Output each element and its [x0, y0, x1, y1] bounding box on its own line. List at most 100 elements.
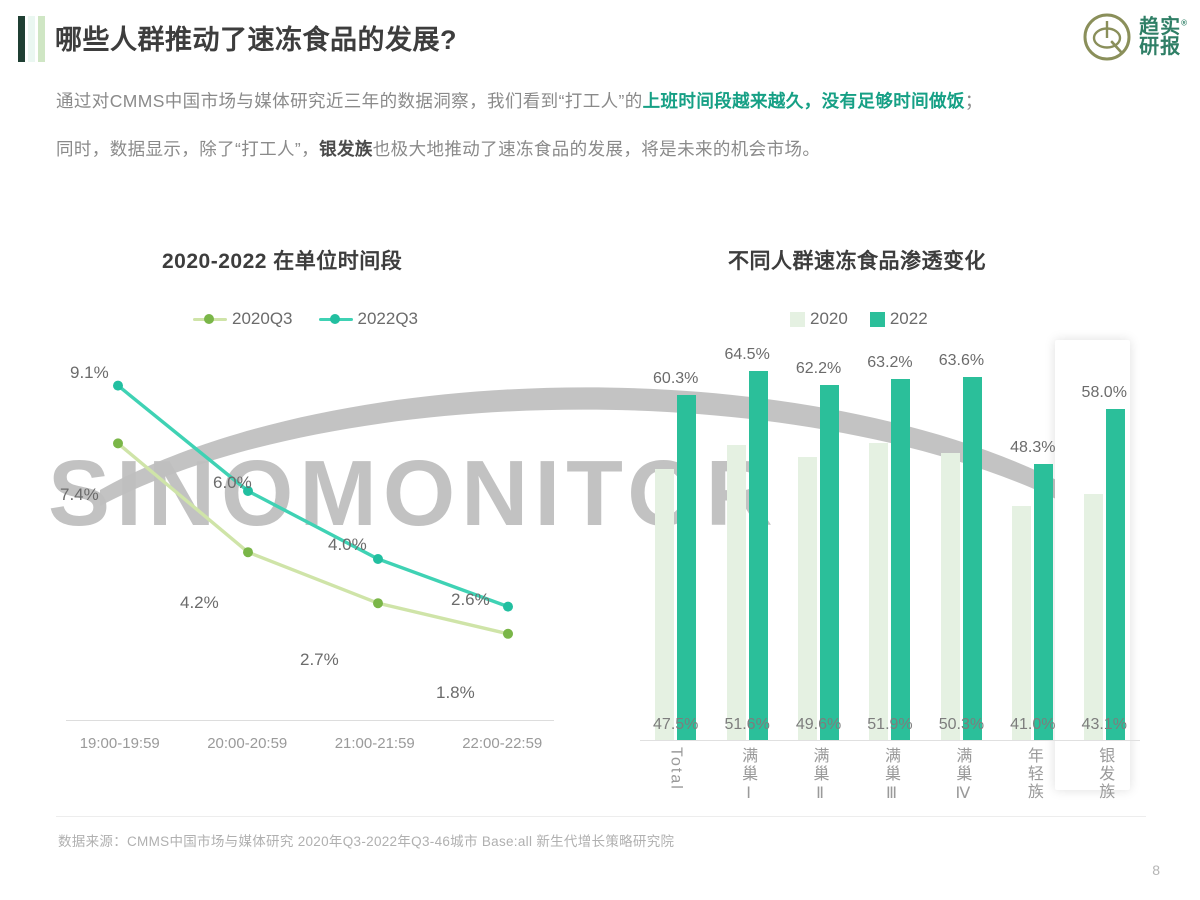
- legend-left: 2020Q3 2022Q3: [193, 309, 418, 329]
- datalabel-2022-4: 63.6%: [938, 351, 985, 369]
- bar-2020-3[interactable]: [869, 443, 889, 740]
- legend-item-2020[interactable]: 2020: [790, 309, 848, 329]
- datalabel-2022-5: 48.3%: [1010, 439, 1056, 456]
- chart-title-left: 2020-2022 在单位时间段: [162, 250, 403, 273]
- bar-group-4: 63.6% 50.3%: [926, 340, 997, 740]
- datapoint-2020Q3-1[interactable]: [243, 547, 253, 558]
- datapoint-2022Q3-2[interactable]: [373, 554, 383, 564]
- datalabel-2022-3: 63.2%: [867, 353, 913, 371]
- datalabel-2020-0: 47.5%: [653, 716, 699, 733]
- legend-swatch-2020: [790, 311, 805, 327]
- bar-group-6: 58.0% 43.1%: [1069, 340, 1140, 740]
- bar-2022-3[interactable]: [891, 378, 911, 740]
- legend-item-2022[interactable]: 2022: [869, 309, 928, 329]
- bar-group-2: 62.2% 49.6%: [783, 340, 854, 740]
- bar-2022-2[interactable]: [820, 384, 840, 740]
- x-label-category-6: 银发族: [1096, 747, 1114, 801]
- x-label-category-5: 年轻族: [1024, 747, 1042, 801]
- datalabel-2020-4: 50.3%: [938, 716, 985, 733]
- bar-2022-5[interactable]: [1034, 464, 1054, 740]
- datalabel-2020q3-2: 2.7%: [300, 650, 339, 669]
- datalabel-2022q3-1: 6.0%: [213, 473, 252, 492]
- bar-group-0: 60.3% 47.5%: [640, 340, 711, 740]
- logo-text-top: 趋实: [1139, 16, 1182, 38]
- bar-2020-5[interactable]: [1012, 505, 1032, 740]
- datalabel-2022-6: 58.0%: [1081, 383, 1127, 401]
- logo-line-1: 趋实®: [1139, 17, 1188, 37]
- datapoint-2020Q3-0[interactable]: [113, 438, 123, 449]
- line-chart-plot: [113, 380, 513, 639]
- lead-p1-part-b: ；: [964, 91, 983, 111]
- line-chart-time-slots: 2020Q3 2022Q3 9.1% 6.0% 4.0% 2.6% 7.4% 4…: [48, 295, 568, 785]
- datapoint-2022Q3-0[interactable]: [113, 380, 123, 391]
- lead-p2-highlight: 银发族: [319, 139, 373, 159]
- page-title: 哪些人群推动了速冻食品的发展?: [55, 25, 457, 55]
- datalabel-2022-0: 60.3%: [653, 370, 699, 388]
- datalabel-2020-5: 41.0%: [1010, 716, 1056, 733]
- source-note: 数据来源：CMMS中国市场与媒体研究 2020年Q3-2022年Q3-46城市 …: [58, 834, 675, 849]
- x-label-category-2: 满巢Ⅱ: [810, 747, 828, 804]
- series-line-2022q3: [116, 383, 510, 609]
- series-points-2020q3: [113, 438, 513, 639]
- series-points-2022q3: [113, 380, 513, 612]
- bar-group-3: 63.2% 51.9%: [854, 340, 925, 740]
- datalabel-2020-3: 51.9%: [867, 716, 913, 733]
- x-label-category-4: 满巢Ⅳ: [953, 747, 971, 804]
- x-label-slot-1: 20:00-20:59: [207, 735, 288, 752]
- x-axis-line-left: [66, 720, 554, 721]
- datalabel-2022q3-0: 9.1%: [70, 363, 109, 382]
- bar-groups: 60.3% 47.5% 64.5% 51.6% 62.2% 49.6% 63.2% 51.9%…: [640, 340, 1140, 740]
- bar-2020-0[interactable]: [655, 468, 675, 740]
- chart-title-right: 不同人群速冻食品渗透变化: [728, 250, 986, 273]
- datalabel-2020q3-3: 1.8%: [436, 683, 475, 702]
- datalabel-2022q3-2: 4.0%: [328, 535, 367, 554]
- x-label-category-0: Total: [667, 747, 685, 791]
- logo-line-2: 研报: [1139, 36, 1182, 58]
- bar-group-5: 48.3% 41.0%: [997, 340, 1068, 740]
- lead-paragraphs: 通过对CMMS中国市场与媒体研究近三年的数据洞察，我们看到“打工人”的上班时间段…: [56, 86, 1161, 165]
- bar-2020-2[interactable]: [798, 456, 818, 740]
- x-label-category-3: 满巢Ⅲ: [881, 747, 899, 804]
- legend-swatch-2020q3: [193, 314, 227, 324]
- logo-wordmark: 趋实® 研报: [1139, 17, 1188, 57]
- datalabel-2020q3-0: 7.4%: [60, 485, 99, 504]
- accent-bar-mint: [28, 16, 35, 62]
- x-label-slot-3: 22:00-22:59: [462, 735, 543, 752]
- x-label-slot-2: 21:00-21:59: [334, 735, 415, 752]
- lead-paragraph-1: 通过对CMMS中国市场与媒体研究近三年的数据洞察，我们看到“打工人”的上班时间段…: [56, 86, 1161, 117]
- datalabel-2020-1: 51.6%: [724, 716, 770, 733]
- legend-label-2020q3: 2020Q3: [232, 309, 293, 328]
- lead-p2-part-a: 同时，数据显示，除了“打工人”，: [56, 139, 320, 159]
- lead-p1-highlight: 上班时间段越来越久，没有足够时间做饭: [642, 91, 965, 111]
- legend-right: 2020 2022: [790, 309, 928, 329]
- datapoint-2020Q3-3[interactable]: [503, 628, 513, 639]
- title-accent-bars: [18, 16, 45, 62]
- datalabel-2020-2: 49.6%: [795, 716, 842, 733]
- bar-2022-4[interactable]: [962, 376, 982, 740]
- bar-2020-1[interactable]: [726, 445, 746, 740]
- legend-swatch-2022: [869, 311, 885, 327]
- x-label-slot-0: 19:00-19:59: [79, 735, 160, 752]
- lead-paragraph-2: 同时，数据显示，除了“打工人”，银发族也极大地推动了速冻食品的发展，将是未来的机…: [56, 134, 1161, 165]
- datapoint-2022Q3-3[interactable]: [503, 601, 513, 612]
- bar-2022-6[interactable]: [1105, 408, 1125, 740]
- accent-bar-dark: [18, 16, 25, 62]
- watermark: SINOMONITOR: [48, 441, 779, 545]
- lead-p2-part-b: 也极大地推动了速冻食品的发展，将是未来的机会市场。: [372, 139, 821, 159]
- legend-item-2022q3[interactable]: 2022Q3: [318, 309, 418, 329]
- legend-item-2020q3[interactable]: 2020Q3: [193, 309, 293, 329]
- decorative-arc: [100, 387, 1110, 528]
- bar-2020-4[interactable]: [940, 452, 960, 740]
- bar-2022-1[interactable]: [748, 371, 768, 740]
- registered-mark: ®: [1181, 18, 1188, 28]
- legend-swatch-2022q3: [318, 314, 353, 324]
- datapoint-2022Q3-1[interactable]: [243, 486, 253, 496]
- datalabel-2020-6: 43.1%: [1081, 716, 1127, 733]
- lead-p1-part-a: 通过对CMMS中国市场与媒体研究近三年的数据洞察，我们看到“打工人”的: [56, 91, 643, 111]
- bar-2022-0[interactable]: [677, 395, 697, 740]
- slide-header: 哪些人群推动了速冻食品的发展? 趋实® 研报: [0, 0, 1200, 80]
- datapoint-2020Q3-2[interactable]: [373, 598, 383, 609]
- brand-logo: 趋实® 研报: [1082, 12, 1188, 62]
- bar-2020-6[interactable]: [1083, 493, 1103, 740]
